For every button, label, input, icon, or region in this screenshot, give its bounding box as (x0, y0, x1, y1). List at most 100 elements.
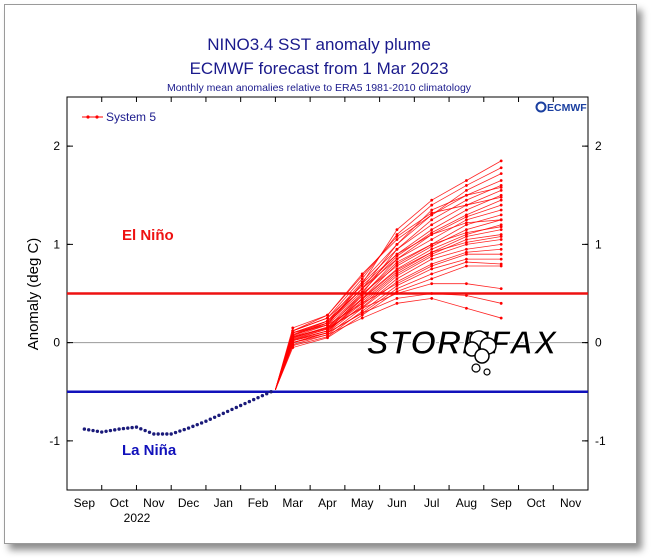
forecast-point (499, 301, 503, 305)
forecast-member-line (275, 186, 502, 390)
forecast-point (291, 329, 295, 333)
forecast-point (499, 223, 503, 227)
observed-point (217, 413, 221, 418)
observed-point (182, 427, 186, 432)
x-tick-label: Sep (74, 496, 96, 510)
forecast-point (499, 235, 503, 238)
forecast-point (395, 301, 399, 305)
forecast-point (499, 185, 503, 189)
forecast-point (430, 252, 434, 256)
forecast-point (465, 218, 468, 222)
observed-point (152, 432, 156, 436)
forecast-point (499, 252, 503, 256)
forecast-point (465, 250, 468, 254)
forecast-point (430, 257, 434, 261)
forecast-point (499, 213, 503, 217)
forecast-point (430, 282, 434, 286)
la-nina-label: La Niña (122, 442, 177, 459)
forecast-point (465, 231, 468, 234)
x-tick-label: Oct (527, 496, 546, 510)
forecast-point (430, 233, 434, 236)
storm-cloud-icon (464, 330, 497, 376)
observed-point (134, 425, 139, 429)
forecast-point (360, 299, 364, 303)
forecast-point (291, 333, 295, 337)
forecast-point (430, 218, 434, 222)
forecast-point (395, 235, 399, 238)
forecast-point (430, 267, 434, 271)
forecast-point (326, 336, 329, 340)
forecast-point (465, 188, 468, 192)
x-tick-label: May (351, 496, 374, 510)
forecast-point (499, 198, 503, 202)
el-nino-label: El Niño (122, 227, 174, 244)
forecast-point (395, 257, 399, 261)
forecast-point (465, 247, 468, 251)
forecast-member-line (275, 185, 502, 390)
forecast-point (395, 268, 399, 272)
forecast-member-line (275, 219, 502, 390)
forecast-point (465, 282, 468, 286)
chart-caption: Monthly mean anomalies relative to ERA5 … (167, 82, 472, 94)
forecast-point (291, 346, 295, 349)
forecast-point (395, 264, 399, 268)
forecast-point (360, 274, 364, 278)
forecast-point (395, 247, 399, 251)
observed-point (221, 411, 225, 416)
forecast-point (360, 306, 364, 310)
y-tick-label-right: 1 (595, 237, 602, 251)
forecast-point (465, 179, 468, 182)
forecast-point (430, 203, 434, 207)
y-axis-label: Anomaly (deg C) (25, 238, 42, 351)
observed-point (95, 429, 100, 433)
forecast-point (430, 213, 434, 217)
observed-point (234, 405, 239, 410)
forecast-point (430, 198, 434, 202)
forecast-point (430, 238, 434, 241)
observed-point (260, 393, 265, 398)
forecast-point (465, 260, 468, 264)
observed-point (238, 403, 243, 408)
observed-point (104, 429, 108, 433)
forecast-point (499, 166, 503, 170)
observed-point (160, 432, 165, 436)
legend-swatch-dot (95, 115, 99, 119)
forecast-point (395, 274, 399, 278)
forecast-point (395, 238, 399, 241)
forecast-point (395, 262, 399, 266)
forecast-point (395, 280, 399, 284)
forecast-point (499, 184, 503, 187)
forecast-point (395, 297, 399, 300)
forecast-point (360, 287, 364, 290)
observed-point (143, 428, 147, 433)
forecast-point (465, 238, 468, 241)
x-tick-label: Jan (214, 496, 233, 510)
forecast-point (430, 292, 434, 295)
forecast-point (360, 292, 364, 295)
observed-point (191, 424, 195, 429)
forecast-point (499, 242, 503, 246)
observed-point (126, 426, 130, 430)
forecast-point (430, 262, 434, 266)
forecast-point (465, 215, 468, 219)
forecast-point (360, 316, 364, 320)
forecast-point (430, 254, 434, 258)
forecast-point (430, 244, 434, 248)
legend: System 5 (82, 110, 156, 124)
forecast-point (360, 277, 364, 281)
forecast-point (395, 284, 399, 288)
forecast-member-line (275, 236, 502, 390)
x-tick-label: Sep (490, 496, 512, 510)
forecast-point (499, 225, 503, 229)
observed-point (100, 430, 104, 434)
x-tick-label: Aug (456, 496, 477, 510)
forecast-point (326, 333, 329, 337)
forecast-member-line (275, 196, 502, 390)
forecast-point (360, 294, 364, 297)
observed-point (139, 427, 143, 431)
forecast-point (395, 292, 399, 295)
forecast-point (499, 228, 503, 232)
observed-point (130, 425, 134, 430)
observed-point (82, 427, 87, 431)
forecast-point (499, 233, 503, 236)
